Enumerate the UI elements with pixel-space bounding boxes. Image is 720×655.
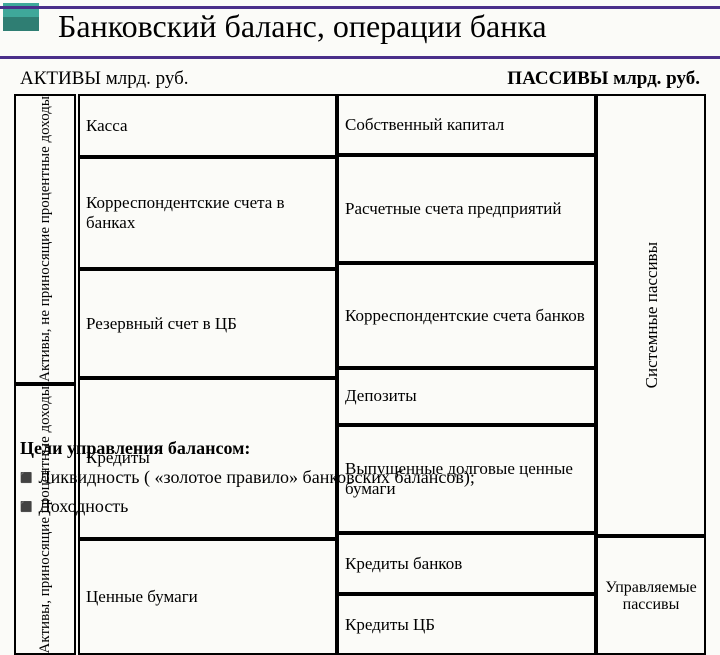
goal-profitability-text: Доходность <box>38 496 128 516</box>
liab-bank-credits: Кредиты банков <box>337 533 596 594</box>
asset-reserve-cb: Резервный счет в ЦБ <box>78 269 337 377</box>
goals-title: Цели управления балансом: <box>20 438 700 459</box>
liabilities-column: Собственный капитал Расчетные счета пред… <box>337 94 596 655</box>
content-area: АКТИВЫ млрд. руб. ПАССИВЫ млрд. руб. Акт… <box>14 66 706 655</box>
liab-own-capital: Собственный капитал <box>337 94 596 155</box>
liab-cb-credits: Кредиты ЦБ <box>337 594 596 655</box>
balance-columns: Касса Корреспондентские счета в банках Р… <box>78 94 706 655</box>
liabilities-header: ПАССИВЫ млрд. руб. <box>360 66 706 92</box>
asset-securities: Ценные бумаги <box>78 539 337 655</box>
liab-corr-accounts: Корреспондентские счета банков <box>337 263 596 367</box>
assets-column: Касса Корреспондентские счета в банках Р… <box>78 94 337 655</box>
asset-corr-accounts: Корреспондентские счета в банках <box>78 157 337 269</box>
system-liabilities-text: Системные пассивы <box>643 242 660 388</box>
goals-section: Цели управления балансом: Ликвидность ( … <box>20 430 700 525</box>
asset-group-column: Активы, не приносящие процентные доходы … <box>14 94 76 655</box>
non-interest-assets-text: Активы, не приносящие процентные доходы <box>38 96 53 382</box>
goal-liquidity-text: Ликвидность ( «золотое правило» банковск… <box>38 467 474 487</box>
slide-title: Банковский баланс, операции банка <box>50 8 710 45</box>
bottom-rule <box>0 56 720 59</box>
managed-liabilities-text: Управляемые пассивы <box>598 579 704 613</box>
managed-liabilities-label: Управляемые пассивы <box>596 536 706 655</box>
liability-group-column: Системные пассивы Управляемые пассивы <box>596 94 706 655</box>
goal-profitability: Доходность <box>20 496 700 517</box>
header-row: АКТИВЫ млрд. руб. ПАССИВЫ млрд. руб. <box>14 66 706 92</box>
liab-deposits: Депозиты <box>337 368 596 425</box>
non-interest-assets-label: Активы, не приносящие процентные доходы <box>14 94 76 384</box>
assets-header: АКТИВЫ млрд. руб. <box>14 66 360 92</box>
asset-cash: Касса <box>78 94 337 157</box>
goal-liquidity: Ликвидность ( «золотое правило» банковск… <box>20 467 700 488</box>
main-table: Активы, не приносящие процентные доходы … <box>14 94 706 655</box>
liab-settlement-accounts: Расчетные счета предприятий <box>337 155 596 263</box>
